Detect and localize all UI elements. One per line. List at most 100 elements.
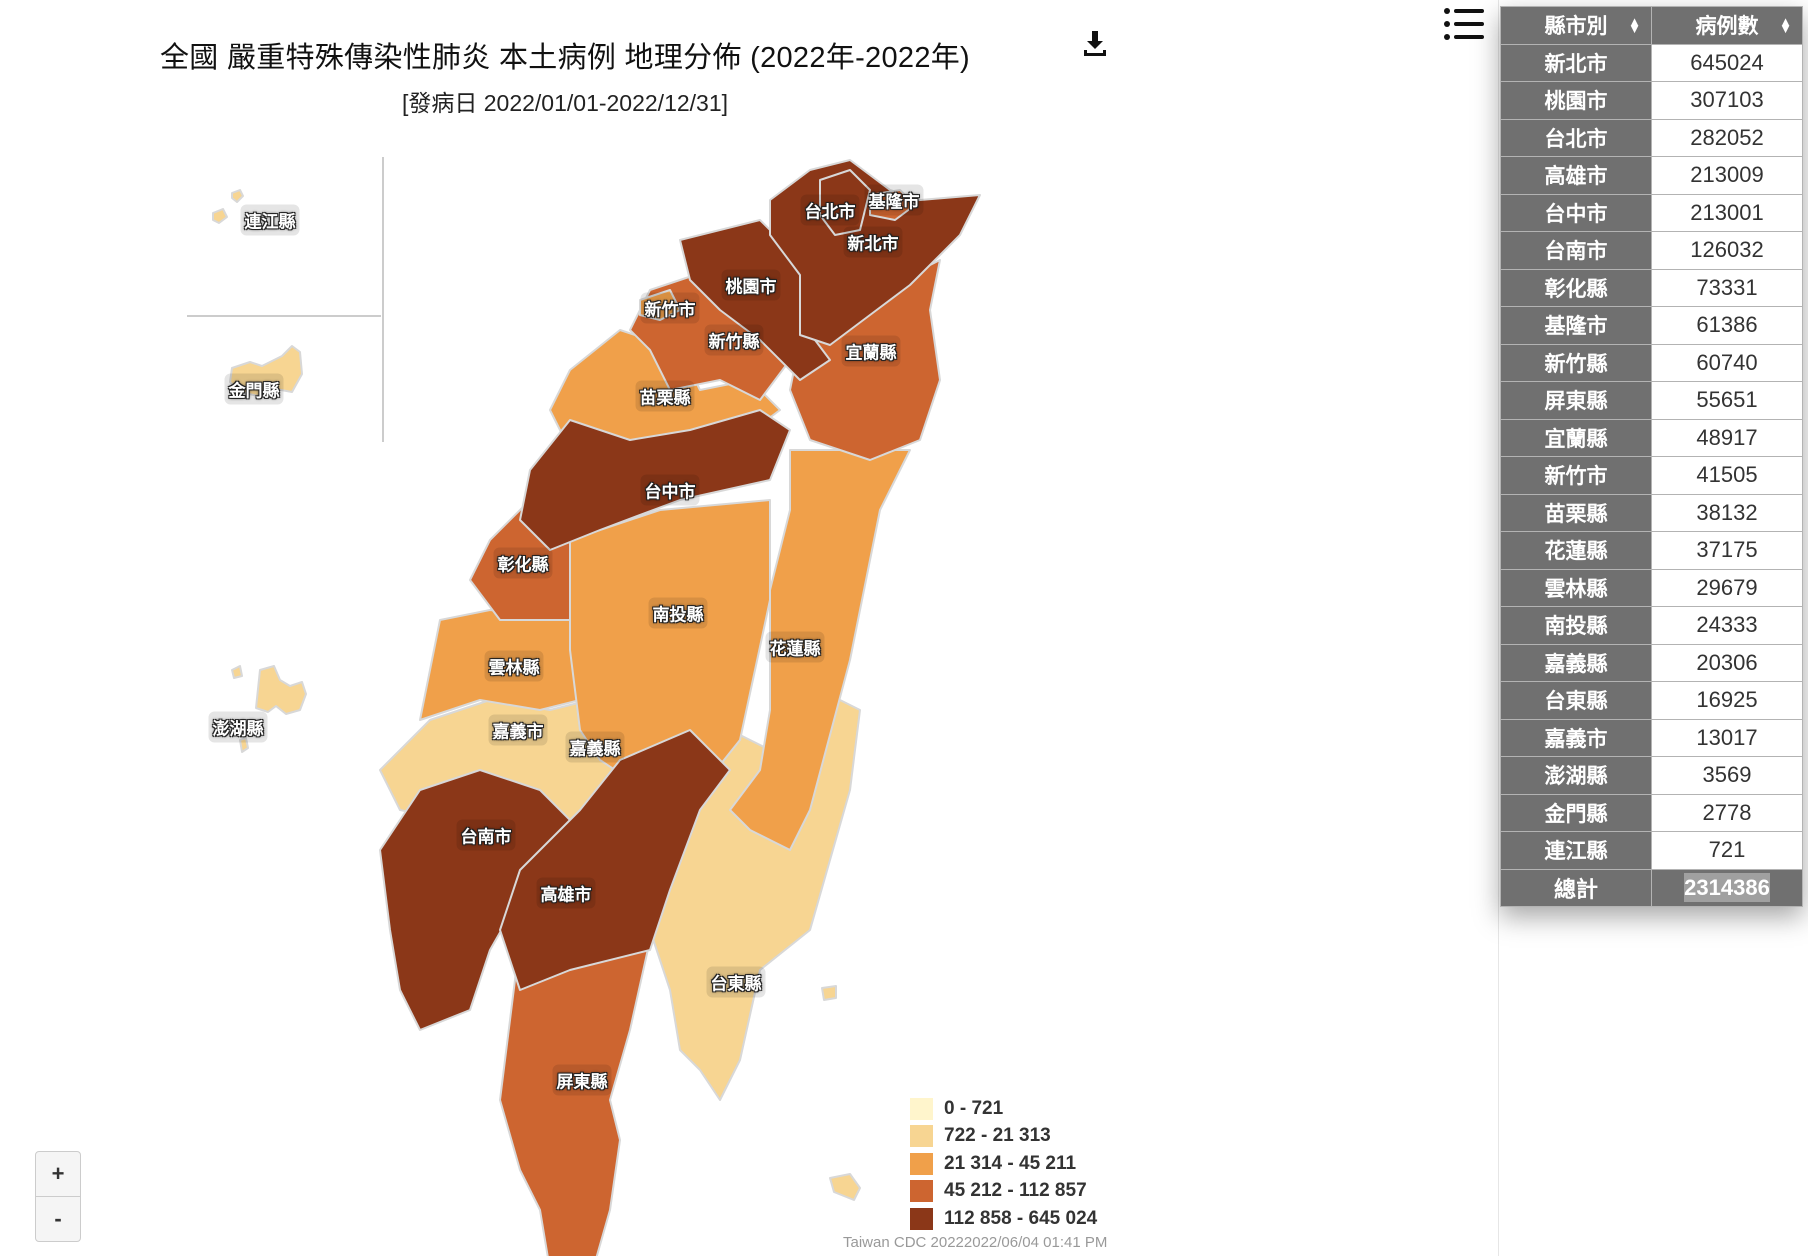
county-cell: 金門縣	[1500, 793, 1652, 832]
case-count-table: 縣市別 ▲ ▼ 病例數 ▲ ▼ 新北市 645024 桃園市 307103 台北市 28205…	[1500, 6, 1803, 907]
region-orchid-island	[829, 1173, 861, 1201]
region-taipei	[819, 169, 871, 236]
legend-label: 45 212 - 112 857	[944, 1180, 1087, 1202]
total-row: 總計 2314386	[1500, 868, 1803, 907]
legend-label: 722 - 21 313	[944, 1125, 1051, 1147]
county-cell: 屏東縣	[1500, 381, 1652, 420]
county-cell: 宜蘭縣	[1500, 418, 1652, 457]
label-chiayi-county: 嘉義縣	[565, 731, 625, 763]
label-taoyuan: 桃園市	[721, 269, 781, 301]
cases-cell: 645024	[1651, 43, 1803, 82]
zoom-in-button[interactable]: +	[51, 1161, 65, 1186]
cases-cell: 41505	[1651, 456, 1803, 495]
cases-cell: 721	[1651, 831, 1803, 870]
county-cell: 新竹市	[1500, 456, 1652, 495]
label-kinmen: 金門縣	[224, 373, 284, 405]
table-row: 高雄市 213009	[1500, 156, 1803, 195]
region-hualien	[729, 449, 911, 851]
column-header-county[interactable]: 縣市別 ▲ ▼	[1500, 6, 1652, 45]
table-row: 嘉義縣 20306	[1500, 643, 1803, 682]
cases-cell: 48917	[1651, 418, 1803, 457]
label-changhua: 彰化縣	[493, 547, 553, 579]
cases-cell: 126032	[1651, 231, 1803, 270]
legend-item[interactable]: 722 - 21 313	[910, 1123, 1097, 1151]
sort-icon[interactable]: ▲ ▼	[1779, 14, 1792, 37]
label-new-taipei: 新北市	[843, 226, 903, 258]
map-panel[interactable]: 全國 嚴重特殊傳染性肺炎 本土病例 地理分佈 (2022年-2022年) [發病…	[0, 0, 1499, 1256]
download-icon[interactable]	[1080, 28, 1110, 58]
table-row: 澎湖縣 3569	[1500, 756, 1803, 795]
label-hualien: 花蓮縣	[765, 631, 825, 663]
date-range-subtitle: [發病日 2022/01/01-2022/12/31]	[401, 90, 729, 116]
table-row: 雲林縣 29679	[1500, 568, 1803, 607]
county-cell: 台中市	[1500, 193, 1652, 232]
county-cell: 台北市	[1500, 118, 1652, 157]
cases-cell: 61386	[1651, 306, 1803, 345]
total-value: 2314386	[1684, 872, 1770, 902]
cases-cell: 213001	[1651, 193, 1803, 232]
cases-cell: 13017	[1651, 718, 1803, 757]
county-cell: 彰化縣	[1500, 268, 1652, 307]
table-row: 桃園市 307103	[1500, 81, 1803, 120]
region-keelung	[869, 189, 916, 221]
legend-item[interactable]: 45 212 - 112 857	[910, 1178, 1097, 1206]
county-cell: 嘉義縣	[1500, 643, 1652, 682]
legend-item[interactable]: 0 - 721	[910, 1095, 1097, 1123]
cases-cell: 2778	[1651, 793, 1803, 832]
table-row: 台中市 213001	[1500, 193, 1803, 232]
region-hsinchu-city	[639, 289, 681, 321]
cases-cell: 29679	[1651, 568, 1803, 607]
label-kaohsiung: 高雄市	[536, 877, 596, 909]
county-cell: 高雄市	[1500, 156, 1652, 195]
legend-label: 0 - 721	[944, 1097, 1004, 1119]
label-hsinchu-county: 新竹縣	[704, 324, 764, 356]
legend-item[interactable]: 21 314 - 45 211	[910, 1150, 1097, 1178]
taiwan-choropleth-map[interactable]	[0, 0, 1498, 1256]
label-taipei: 台北市	[800, 194, 860, 226]
table-row: 台東縣 16925	[1500, 681, 1803, 720]
region-lienchiang	[212, 189, 244, 224]
label-yunlin: 雲林縣	[484, 650, 544, 682]
label-lienchiang: 連江縣	[240, 204, 300, 236]
table-row: 新竹市 41505	[1500, 456, 1803, 495]
sort-icon[interactable]: ▲ ▼	[1628, 14, 1641, 37]
label-taitung: 台東縣	[706, 966, 766, 998]
county-cell: 桃園市	[1500, 81, 1652, 120]
county-cell: 新竹縣	[1500, 343, 1652, 382]
county-cell: 苗栗縣	[1500, 493, 1652, 532]
region-kaohsiung	[499, 729, 731, 991]
label-nantou: 南投縣	[648, 597, 708, 629]
table-row: 連江縣 721	[1500, 831, 1803, 870]
zoom-out-button[interactable]: -	[36, 1196, 80, 1241]
column-header-cases[interactable]: 病例數 ▲ ▼	[1651, 6, 1803, 45]
county-cell: 澎湖縣	[1500, 756, 1652, 795]
cases-cell: 3569	[1651, 756, 1803, 795]
label-miaoli: 苗栗縣	[635, 380, 695, 412]
legend-label: 112 858 - 645 024	[944, 1207, 1098, 1229]
table-row: 嘉義市 13017	[1500, 718, 1803, 757]
table-row: 彰化縣 73331	[1500, 268, 1803, 307]
table-row: 新竹縣 60740	[1500, 343, 1803, 382]
legend-item[interactable]: 112 858 - 645 024	[910, 1205, 1097, 1233]
cases-cell: 16925	[1651, 681, 1803, 720]
cases-cell: 38132	[1651, 493, 1803, 532]
region-penghu	[231, 665, 307, 753]
total-label: 總計	[1500, 868, 1652, 907]
county-cell: 台東縣	[1500, 681, 1652, 720]
cases-cell: 60740	[1651, 343, 1803, 382]
hamburger-menu-icon[interactable]	[1442, 6, 1486, 42]
county-cell: 連江縣	[1500, 831, 1652, 870]
county-cell: 台南市	[1500, 231, 1652, 270]
table-row: 新北市 645024	[1500, 43, 1803, 82]
county-cell: 南投縣	[1500, 606, 1652, 645]
cases-cell: 213009	[1651, 156, 1803, 195]
cases-cell: 307103	[1651, 81, 1803, 120]
region-tainan	[379, 769, 571, 1031]
zoom-control: + -	[35, 1151, 81, 1242]
table-row: 宜蘭縣 48917	[1500, 418, 1803, 457]
cases-cell: 55651	[1651, 381, 1803, 420]
legend-swatch	[910, 1125, 933, 1148]
label-chiayi-city: 嘉義市	[488, 714, 548, 746]
label-tainan: 台南市	[456, 819, 516, 851]
legend-swatch	[910, 1097, 933, 1120]
